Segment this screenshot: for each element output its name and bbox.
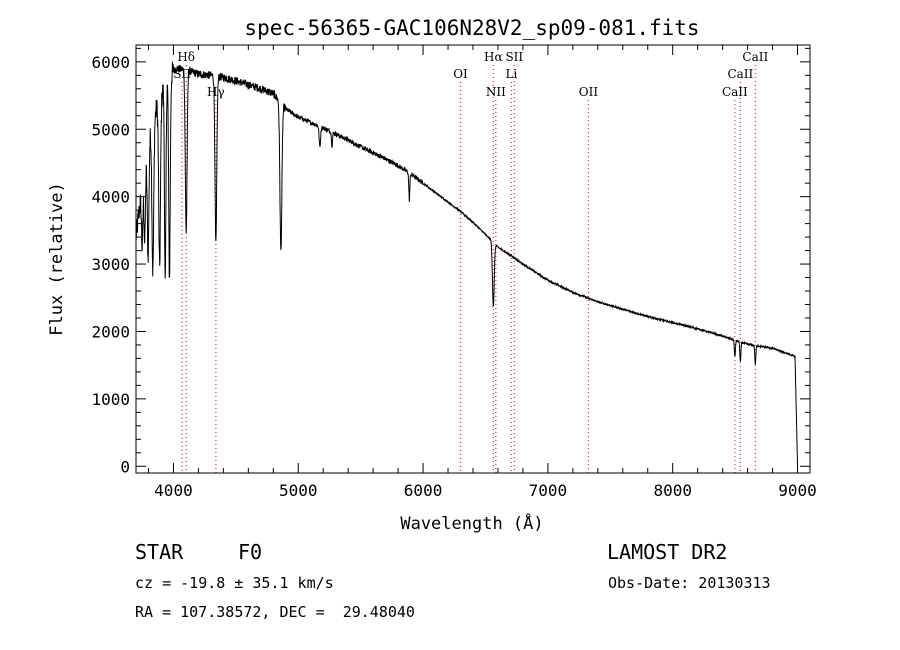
subclass: F0: [238, 540, 263, 564]
obs-date: Obs-Date: 20130313: [608, 574, 771, 592]
x-tick-label: 7000: [529, 481, 568, 500]
x-tick-label: 9000: [778, 481, 817, 500]
spectrum-series-line: [135, 61, 798, 467]
line-marker-label: CaII: [722, 85, 748, 99]
line-marker-label: Hδ: [177, 50, 195, 64]
chart-title: spec-56365-GAC106N28V2_sp09-081.fits: [244, 16, 699, 40]
plot-frame: [135, 44, 811, 474]
y-tick-label: 3000: [91, 255, 130, 274]
coordinates: RA = 107.38572, DEC = 29.48040: [135, 603, 415, 621]
redshift-value: cz = -19.8 ± 35.1 km/s: [135, 574, 334, 592]
line-marker-label: CaII: [727, 67, 753, 81]
line-marker-label: OII: [579, 85, 599, 99]
line-marker-label: CaII: [742, 50, 768, 64]
line-marker-label: NII: [486, 85, 506, 99]
line-marker-label: OI: [453, 67, 468, 81]
x-tick-label: 8000: [653, 481, 692, 500]
axis-ticks: 4000 5000 6000 7000 8000 9000 0 1000 2000 3000 400…: [91, 45, 817, 500]
y-tick-label: 0: [120, 457, 130, 476]
x-axis-label: Wavelength (Å): [400, 512, 543, 534]
y-tick-label: 6000: [91, 53, 130, 72]
x-tick-label: 4000: [154, 481, 193, 500]
x-tick-label: 5000: [279, 481, 318, 500]
y-axis-label: Flux (relative): [47, 182, 67, 336]
object-class: STAR: [135, 540, 184, 564]
y-tick-label: 5000: [91, 120, 130, 139]
x-tick-label: 6000: [404, 481, 443, 500]
line-marker-label: Li: [506, 67, 518, 81]
line-marker-label: Hα: [484, 50, 503, 64]
y-tick-label: 1000: [91, 390, 130, 409]
line-marker-label: Hγ: [207, 85, 225, 99]
survey-name: LAMOST DR2: [607, 540, 728, 564]
y-tick-label: 4000: [91, 188, 130, 207]
line-marker-label: SII: [505, 50, 523, 64]
y-tick-label: 2000: [91, 322, 130, 341]
